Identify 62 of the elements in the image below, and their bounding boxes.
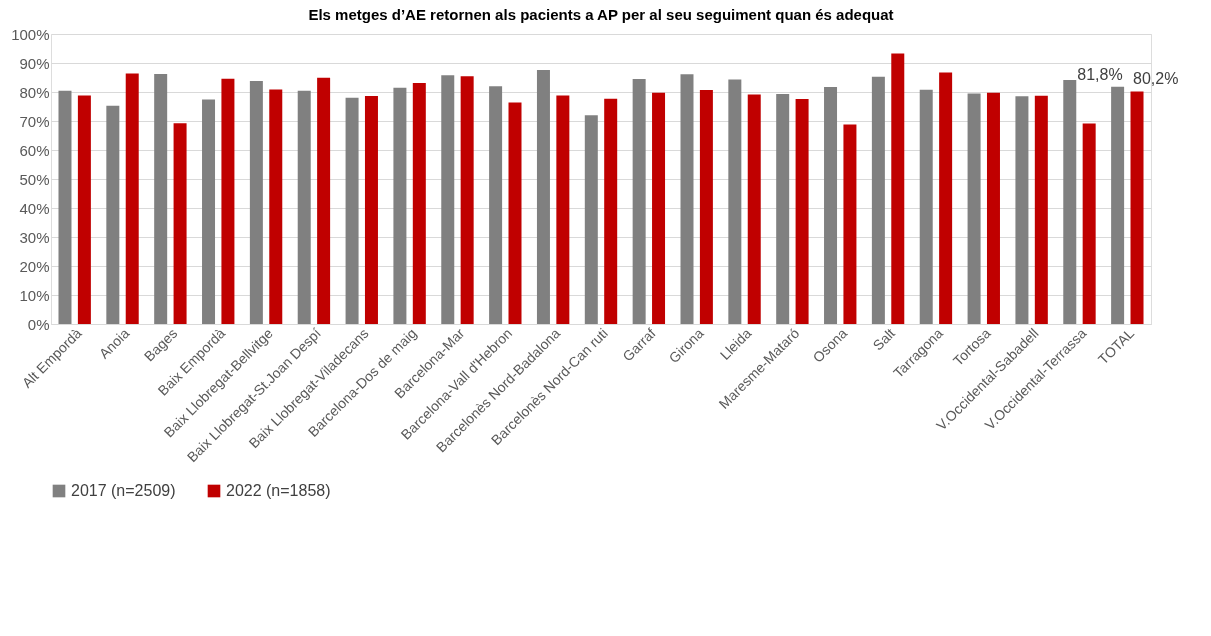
bar	[154, 74, 168, 324]
bar	[891, 53, 905, 324]
bar	[317, 77, 331, 324]
bar	[986, 92, 1000, 324]
y-tick-label: 30%	[19, 228, 50, 246]
bar	[460, 76, 474, 324]
bar	[843, 124, 857, 324]
bar	[297, 90, 311, 324]
bar	[967, 93, 981, 324]
y-tick-label: 50%	[19, 170, 50, 188]
bar	[795, 98, 809, 324]
bar	[412, 83, 426, 324]
y-tick-label: 40%	[19, 199, 50, 217]
bar	[699, 89, 713, 324]
y-tick-label: 20%	[19, 257, 50, 275]
bar	[249, 80, 263, 324]
y-tick-label: 0%	[27, 315, 50, 333]
bar	[1130, 91, 1144, 324]
bar	[441, 75, 455, 324]
bar	[508, 102, 522, 324]
bar	[1015, 96, 1029, 324]
legend-label: 2017 (n=2509)	[71, 482, 176, 499]
y-tick-label: 90%	[19, 54, 50, 72]
bar	[1082, 123, 1096, 324]
y-tick-label: 10%	[19, 286, 50, 304]
bar	[556, 95, 570, 324]
bar	[604, 98, 618, 324]
bar	[173, 123, 187, 324]
y-tick-label: 70%	[19, 112, 50, 130]
bar	[680, 74, 694, 324]
bar	[652, 92, 666, 324]
bar	[77, 95, 91, 324]
bar	[489, 86, 503, 324]
bar	[939, 72, 953, 324]
data-label: 80,2%	[1133, 70, 1179, 88]
bar	[58, 90, 72, 324]
bar	[125, 73, 139, 324]
bar	[202, 99, 216, 324]
legend-label: 2022 (n=1858)	[226, 482, 331, 499]
bar	[584, 115, 598, 324]
bar	[632, 78, 646, 324]
bar	[728, 79, 742, 324]
data-label: 81,8%	[1077, 65, 1123, 83]
bar	[345, 97, 359, 324]
bar	[871, 76, 885, 324]
bar	[269, 89, 283, 324]
y-tick-label: 80%	[19, 83, 50, 101]
bar	[393, 87, 407, 324]
bar	[1034, 95, 1048, 324]
bar	[1063, 80, 1077, 324]
bar	[106, 105, 120, 324]
bar	[221, 78, 235, 324]
bar	[536, 69, 550, 324]
bar	[776, 94, 790, 324]
bar	[364, 96, 378, 324]
bar	[919, 89, 933, 324]
y-tick-label: 60%	[19, 141, 50, 159]
bar	[824, 87, 838, 324]
bar	[747, 94, 761, 324]
y-tick-label: 100%	[11, 25, 50, 43]
chart-title: Els metges d’AE retornen als pacients a AP per al seu seguiment quan és adequat	[308, 6, 894, 23]
bar	[1111, 86, 1125, 324]
